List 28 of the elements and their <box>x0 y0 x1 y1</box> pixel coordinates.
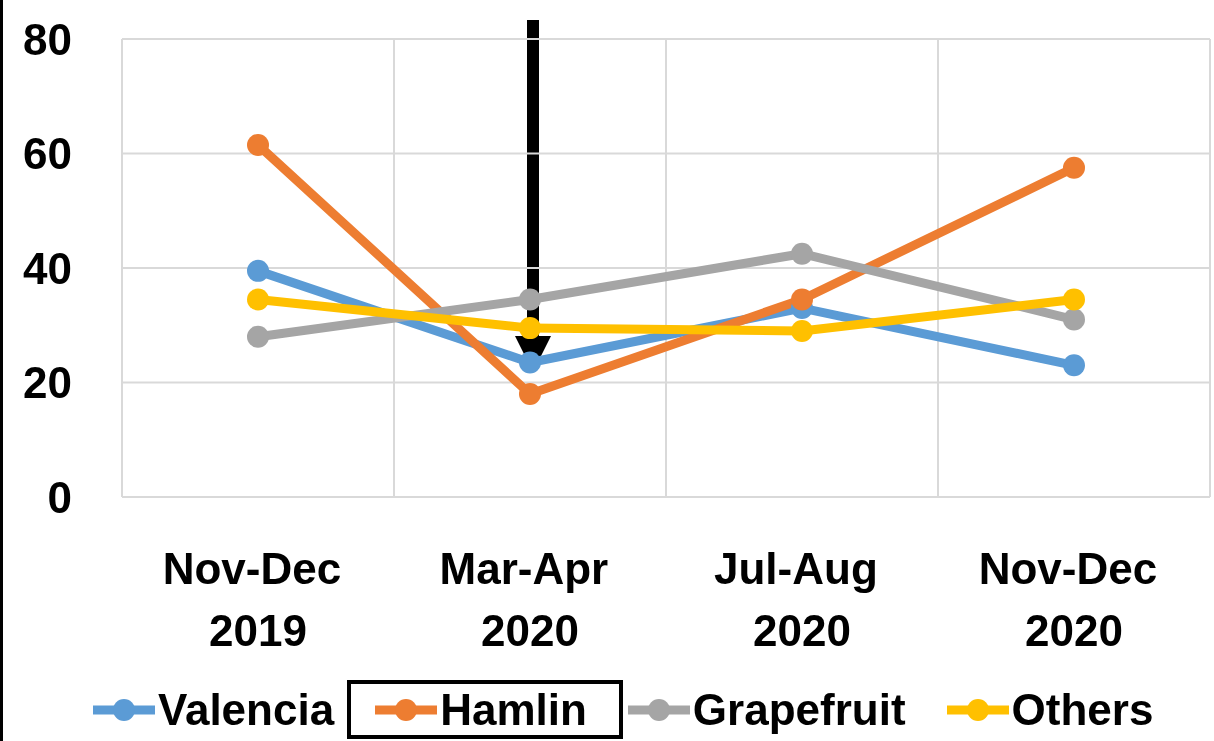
y-tick-label: 80 <box>23 14 72 64</box>
y-tick-label: 60 <box>23 129 72 179</box>
point <box>1063 156 1085 179</box>
point <box>247 325 269 348</box>
point <box>519 288 541 311</box>
y-tick-label: 0 <box>47 472 72 522</box>
x-tick-label: Nov-Dec 2020 <box>978 544 1170 655</box>
x-tick-label: Nov-Dec 2019 <box>162 544 354 655</box>
point <box>791 319 813 342</box>
point <box>1063 288 1085 311</box>
point <box>519 351 541 374</box>
point <box>791 288 813 311</box>
x-tick-label: Jul-Aug 2020 <box>714 544 890 655</box>
point <box>247 259 269 282</box>
point <box>247 133 269 156</box>
x-tick-label: Mar-Apr 2020 <box>439 544 621 655</box>
y-tick-label: 40 <box>23 243 72 293</box>
point <box>519 382 541 405</box>
point <box>1063 354 1085 377</box>
point <box>247 288 269 311</box>
point <box>1063 308 1085 331</box>
legend-label: Others <box>1011 684 1154 736</box>
legend-label: Valencia <box>158 684 335 736</box>
legend-label: Hamlin <box>440 684 587 736</box>
point <box>791 242 813 265</box>
y-tick-label: 20 <box>23 358 72 408</box>
point <box>519 317 541 340</box>
legend-label: Grapefruit <box>692 684 906 736</box>
